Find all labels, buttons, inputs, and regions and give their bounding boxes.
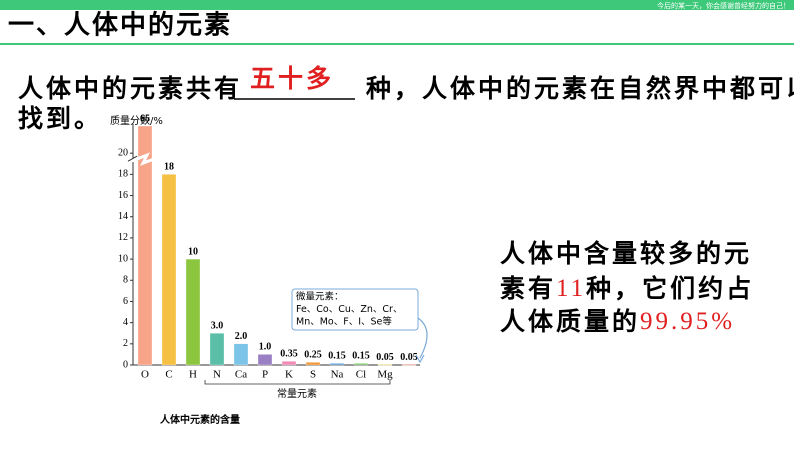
summary-part: 种，它们约占	[586, 274, 754, 303]
summary-text: 人体中含量较多的元	[500, 239, 752, 268]
value-label: 0.25	[304, 350, 322, 361]
bar	[353, 363, 369, 366]
summary-part: 素有	[500, 274, 556, 303]
x-tick-label: Na	[331, 369, 344, 381]
y-tick-label: 18	[118, 169, 128, 180]
bar	[329, 363, 345, 366]
annotation-text: 微量元素：	[296, 291, 344, 303]
summary-count: 11	[556, 275, 586, 302]
bar	[233, 343, 249, 366]
bar	[401, 364, 417, 366]
chart-caption: 人体中元素的含量	[160, 413, 240, 426]
motto: 今后的某一天，你会感谢曾经努力的自己！	[657, 1, 790, 10]
answer: 五十多	[250, 64, 334, 93]
x-tick-label: C	[165, 369, 172, 381]
x-axis-title: 常量元素	[277, 387, 317, 400]
y-tick-label: 4	[123, 317, 128, 328]
axis-break	[130, 152, 160, 166]
value-label: 3.0	[211, 321, 224, 332]
y-tick-label: 10	[118, 253, 128, 264]
value-label: 0.15	[352, 351, 370, 362]
value-label: 0.15	[328, 351, 346, 362]
value-label: 18	[164, 162, 174, 173]
value-label: 1.0	[259, 342, 272, 353]
bar	[257, 354, 273, 366]
intro-text: 人体中的元素共有	[18, 74, 242, 103]
summary-text: 人体质量的99.95%	[500, 307, 735, 336]
bar	[161, 174, 177, 366]
bar	[377, 364, 393, 366]
summary-percent: 99.95%	[640, 308, 735, 335]
value-label: 2.0	[235, 331, 248, 342]
bar	[305, 362, 321, 366]
x-tick-label: Mg	[377, 369, 393, 381]
y-tick-label: 20	[118, 147, 128, 158]
y-tick-label: 0	[123, 359, 128, 370]
bar	[281, 361, 297, 366]
value-label: 0.35	[280, 349, 298, 360]
annotation-arrow	[417, 317, 428, 359]
x-tick-label: N	[213, 369, 221, 381]
y-tick-label: 14	[118, 211, 128, 222]
chart: 质量分数/% 0 2 4 6 8 10 12 14 16 18 20 O 65 C 18 H 10 N 3.0 Ca 2.…	[110, 113, 428, 426]
x-tick-label: P	[262, 369, 268, 381]
annotation-text: Fe、Co、Cu、Zn、Cr、	[296, 304, 402, 315]
intro-text: 种，人体中的元素在自然界中都可以	[366, 74, 794, 103]
x-tick-label: K	[285, 369, 293, 381]
x-tick-label: S	[310, 369, 316, 381]
y-tick-label: 6	[123, 296, 128, 307]
y-tick-label: 16	[118, 190, 128, 201]
x-tick-label: H	[189, 369, 197, 381]
x-tick-label: Cl	[356, 369, 366, 381]
x-tick-label: Ca	[235, 369, 247, 381]
bar	[209, 333, 225, 366]
y-tick-label: 12	[118, 232, 128, 243]
value-label: 65	[140, 113, 150, 124]
annotation-text: Mn、Mo、F、I、Se等	[296, 316, 392, 328]
annotation-arrowhead	[415, 354, 425, 364]
heading: 一、人体中的元素	[8, 10, 232, 41]
value-label: 0.05	[400, 352, 418, 363]
bar	[137, 125, 153, 366]
intro-text: 找到。	[18, 104, 102, 133]
top-bar	[0, 0, 794, 10]
value-label: 0.05	[376, 352, 394, 363]
summary-part: 人体质量的	[500, 307, 640, 336]
value-label: 10	[188, 246, 198, 257]
bar	[185, 258, 201, 366]
x-tick-label: O	[141, 369, 149, 381]
summary-text: 素有11种，它们约占	[500, 274, 754, 303]
y-tick-label: 8	[123, 275, 128, 286]
bracket	[204, 380, 391, 385]
y-axis-title: 质量分数/%	[110, 114, 163, 127]
axis-break	[127, 155, 138, 162]
y-tick-label: 2	[123, 338, 128, 349]
annotation-box	[291, 288, 419, 331]
